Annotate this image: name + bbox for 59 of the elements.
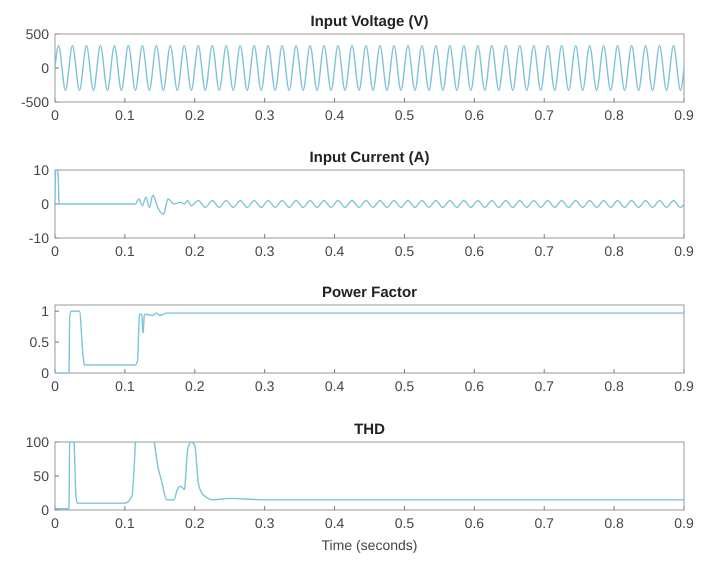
- y-tick-label: 100: [26, 434, 50, 450]
- x-tick-label: 0.3: [254, 515, 275, 531]
- x-tick-label: 0.3: [254, 243, 275, 259]
- x-tick-label: 0.8: [604, 243, 624, 259]
- line-series: [54, 169, 685, 215]
- x-tick-label: 0.2: [185, 243, 205, 259]
- x-tick-label: 0.9: [674, 107, 694, 123]
- y-tick-label: -500: [20, 94, 50, 110]
- x-tick-label: 0.1: [115, 378, 135, 394]
- x-tick-label: 0.4: [324, 107, 344, 123]
- x-tick-label: 0.5: [394, 515, 414, 531]
- x-tick-label: 0.2: [185, 515, 205, 531]
- line-series: [54, 310, 685, 374]
- x-tick-label: 0.9: [674, 515, 694, 531]
- x-tick-label: 0.3: [254, 378, 275, 394]
- x-tick-label: 0.7: [534, 107, 554, 123]
- x-tick-label: 0.8: [604, 107, 624, 123]
- y-tick-label: 0: [41, 365, 50, 381]
- y-tick-label: 50: [33, 468, 50, 484]
- x-tick-label: 0.4: [324, 243, 344, 259]
- x-tick-label: 0: [51, 243, 60, 259]
- x-tick-label: 0.6: [464, 107, 484, 123]
- x-tick-label: 0.8: [604, 515, 624, 531]
- x-tick-label: 0: [51, 107, 60, 123]
- x-tick-label: 0.1: [115, 107, 135, 123]
- x-tick-label: 0.8: [604, 378, 624, 394]
- x-tick-label: 0.5: [394, 107, 414, 123]
- y-tick-label: 0.5: [30, 334, 50, 350]
- y-tick-label: 1: [41, 303, 50, 320]
- x-tick-label: 0.6: [464, 243, 484, 259]
- x-tick-label: 0: [51, 378, 60, 394]
- x-axis-title: Time (seconds): [322, 537, 418, 553]
- y-tick-label: 0: [41, 60, 50, 76]
- x-tick-label: 0.2: [185, 107, 205, 123]
- x-tick-label: 0.6: [464, 378, 484, 394]
- x-tick-label: 0.7: [534, 378, 554, 394]
- x-tick-label: 0.4: [324, 515, 344, 531]
- x-tick-label: 0.7: [534, 243, 554, 259]
- chart-title: Power Factor: [322, 284, 418, 301]
- y-tick-label: 0: [41, 502, 50, 518]
- x-tick-label: 0.5: [394, 378, 414, 394]
- x-tick-label: 0.4: [324, 378, 344, 394]
- chart-title: THD: [354, 421, 386, 438]
- y-tick-label: 0: [41, 196, 50, 212]
- x-tick-label: 0.7: [534, 515, 554, 531]
- x-tick-label: 0.1: [115, 515, 135, 531]
- y-tick-label: 10: [33, 162, 50, 178]
- x-tick-label: 0.5: [394, 243, 414, 259]
- x-tick-label: 0.2: [185, 378, 205, 394]
- y-tick-label: -10: [28, 230, 50, 246]
- x-tick-label: 0.1: [115, 243, 135, 259]
- x-tick-label: 0: [51, 515, 60, 531]
- y-tick-label: 500: [26, 26, 50, 42]
- x-tick-label: 0.3: [254, 107, 275, 123]
- chart-title: Input Current (A): [310, 149, 430, 166]
- x-tick-label: 0.6: [464, 515, 484, 531]
- chart-title: Input Voltage (V): [310, 13, 429, 30]
- x-tick-label: 0.9: [674, 243, 694, 259]
- x-tick-label: 0.9: [674, 378, 694, 394]
